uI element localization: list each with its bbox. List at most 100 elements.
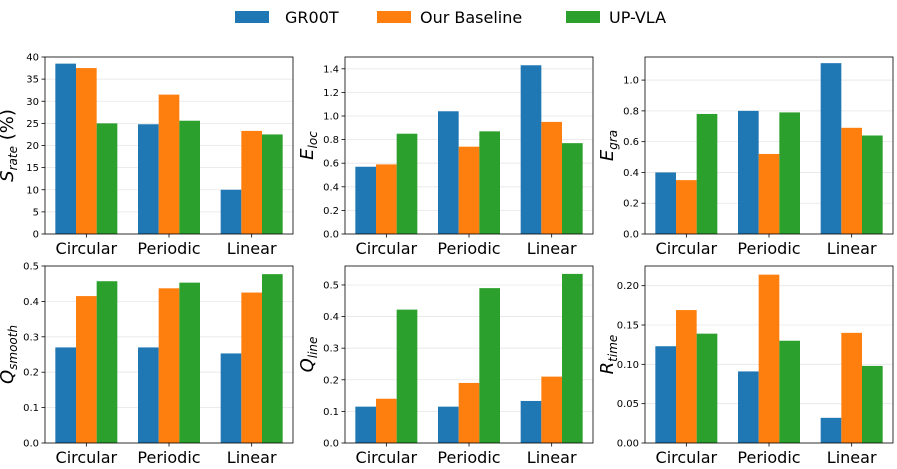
bar-our-baseline-periodic <box>758 153 780 234</box>
bar-our-baseline-periodic <box>458 146 480 234</box>
bar-up-vla-linear <box>862 365 883 443</box>
y-axis-label: Srate (%) <box>0 109 20 182</box>
x-tick-label: Linear <box>227 448 277 467</box>
y-tick-label: 1.2 <box>323 88 339 99</box>
bar-gr00t-periodic <box>738 110 759 234</box>
bar-gr00t-linear <box>520 65 542 234</box>
bar-gr00t-circular <box>355 406 376 443</box>
y-tick-label: 0.4 <box>623 168 639 179</box>
subplots: 0 5 10 15 20 25 30 35 40 Circular Periodic Linear Sr… <box>0 53 894 467</box>
bar-up-vla-periodic <box>179 120 200 234</box>
legend-swatch <box>566 11 600 23</box>
x-tick-label: Periodic <box>437 239 500 258</box>
legend-item-gr00t: GR00T <box>235 8 339 27</box>
bar-gr00t-linear <box>820 417 842 443</box>
x-tick-label: Periodic <box>737 239 800 258</box>
y-axis-label: Rtime <box>597 335 620 375</box>
y-tick-label: 0.2 <box>323 206 339 217</box>
legend-label: Our Baseline <box>420 8 522 27</box>
y-tick-label: 0.10 <box>617 360 639 371</box>
legend-swatch <box>377 11 411 23</box>
subplot-e-gra: 0.0 0.2 0.4 0.6 0.8 1.0 Circular Periodic Linear… <box>597 56 894 258</box>
y-tick-label: 40 <box>26 53 39 64</box>
y-tick-label: 0.3 <box>23 332 39 343</box>
bar-gr00t-circular <box>355 166 376 234</box>
legend-swatch <box>235 11 269 23</box>
y-tick-label: 0.5 <box>323 280 339 291</box>
bar-our-baseline-linear <box>841 127 862 234</box>
bar-our-baseline-periodic <box>458 382 480 443</box>
x-tick-label: Periodic <box>437 448 500 467</box>
bar-gr00t-periodic <box>738 371 759 443</box>
bar-up-vla-linear <box>562 273 583 443</box>
y-axis-label: Qline <box>297 337 320 373</box>
legend: GR00T Our Baseline UP-VLA <box>235 8 666 27</box>
bar-gr00t-linear <box>220 189 242 234</box>
x-tick-label: Linear <box>827 448 877 467</box>
y-tick-label: 0.15 <box>617 321 639 332</box>
x-tick-label: Linear <box>527 448 577 467</box>
legend-label: GR00T <box>285 8 339 27</box>
x-tick-label: Periodic <box>737 448 800 467</box>
y-tick-label: 0.1 <box>23 403 39 414</box>
bar-up-vla-linear <box>862 135 883 234</box>
bar-up-vla-periodic <box>479 131 500 234</box>
x-tick-label: Periodic <box>137 448 200 467</box>
y-tick-label: 0 <box>33 230 39 241</box>
x-tick-label: Circular <box>356 448 418 467</box>
bar-our-baseline-linear <box>241 130 262 234</box>
bar-up-vla-linear <box>562 143 583 234</box>
y-tick-label: 0.20 <box>617 281 639 292</box>
y-tick-label: 30 <box>26 97 39 108</box>
y-tick-label: 0.0 <box>623 230 639 241</box>
subplot-q-smooth: 0.0 0.1 0.2 0.3 0.4 0.5 Circular Periodic Linear… <box>0 262 294 467</box>
bar-our-baseline-periodic <box>158 94 180 234</box>
bar-up-vla-linear <box>262 274 283 443</box>
bar-our-baseline-circular <box>676 180 697 234</box>
bar-our-baseline-circular <box>676 310 697 443</box>
bar-up-vla-linear <box>262 134 283 234</box>
bar-gr00t-periodic <box>438 406 459 443</box>
x-tick-label: Linear <box>827 239 877 258</box>
legend-item-our-baseline: Our Baseline <box>377 8 522 27</box>
bar-up-vla-circular <box>696 113 718 234</box>
bar-our-baseline-linear <box>241 292 262 443</box>
subplot-r-time: 0.00 0.05 0.10 0.15 0.20 Circular Periodic Line… <box>597 265 894 467</box>
subplot-e-loc: 0.0 0.2 0.4 0.6 0.8 1.0 1.2 1.4 Circular Periodic… <box>297 56 594 258</box>
bar-up-vla-circular <box>396 133 418 234</box>
y-tick-label: 0.6 <box>623 137 639 148</box>
bar-our-baseline-circular <box>376 164 397 234</box>
bar-our-baseline-circular <box>376 398 397 443</box>
y-tick-label: 35 <box>26 75 39 86</box>
y-tick-label: 0.4 <box>323 312 339 323</box>
bar-up-vla-periodic <box>479 288 500 443</box>
bar-up-vla-periodic <box>779 340 800 443</box>
y-tick-label: 0.4 <box>23 297 39 308</box>
y-tick-label: 1.0 <box>323 112 339 123</box>
bar-gr00t-circular <box>55 347 76 443</box>
bar-up-vla-periodic <box>179 282 200 443</box>
bar-our-baseline-circular <box>76 68 97 234</box>
y-tick-label: 0.2 <box>23 368 39 379</box>
y-tick-label: 0.3 <box>323 344 339 355</box>
y-tick-label: 0.4 <box>323 182 339 193</box>
bar-gr00t-periodic <box>138 124 159 234</box>
y-tick-label: 0.5 <box>23 262 39 273</box>
x-tick-label: Circular <box>356 239 418 258</box>
y-tick-label: 5 <box>33 207 39 218</box>
legend-label: UP-VLA <box>609 8 666 27</box>
bar-gr00t-circular <box>655 346 676 443</box>
bar-gr00t-linear <box>220 353 242 443</box>
subplot-q-line: 0.0 0.1 0.2 0.3 0.4 0.5 Circular Periodic Linear… <box>297 265 594 467</box>
bar-up-vla-periodic <box>779 112 800 234</box>
bar-gr00t-linear <box>520 400 542 443</box>
bar-gr00t-circular <box>55 63 76 235</box>
y-tick-label: 10 <box>26 185 39 196</box>
y-tick-label: 20 <box>26 141 39 152</box>
x-tick-label: Periodic <box>137 239 200 258</box>
bar-gr00t-linear <box>820 63 842 234</box>
y-tick-label: 0.0 <box>323 439 339 450</box>
y-tick-label: 0.8 <box>623 106 639 117</box>
x-tick-label: Circular <box>56 239 118 258</box>
